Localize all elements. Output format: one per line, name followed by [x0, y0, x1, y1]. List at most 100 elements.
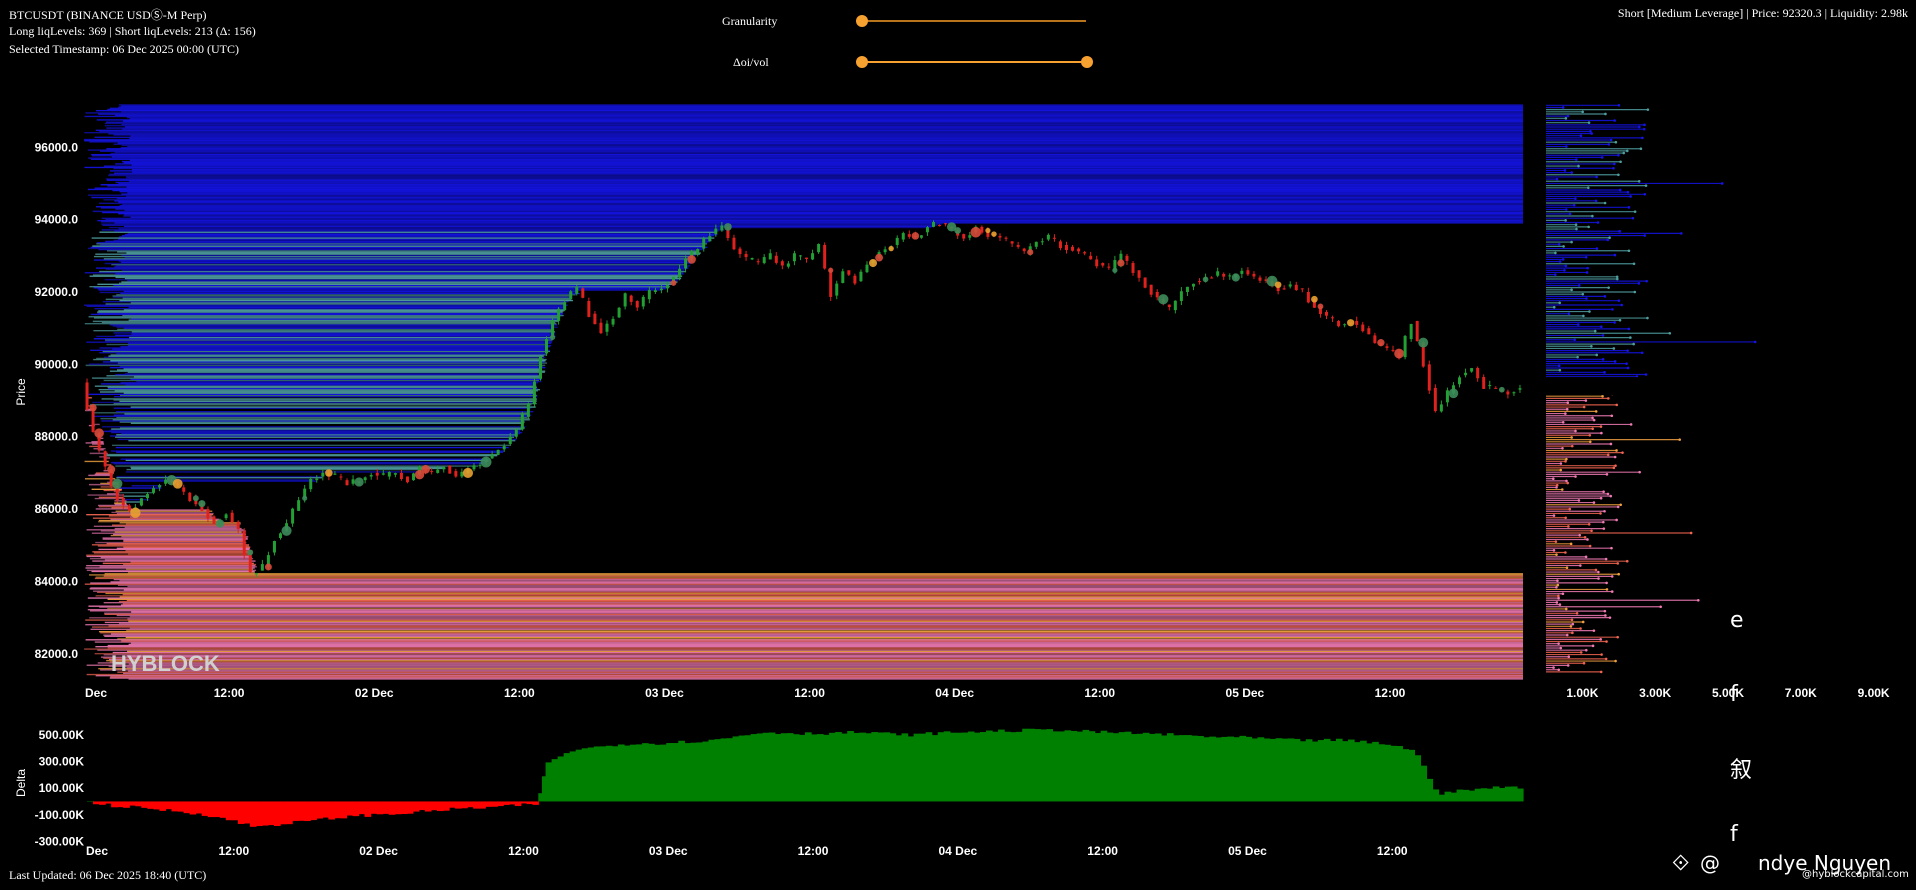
delta-bar: [1016, 731, 1023, 802]
liquidity-bar-end: [1570, 288, 1573, 292]
liquidity-bar-end: [1555, 601, 1559, 604]
delta-bar: [394, 801, 402, 815]
candle-body: [1427, 364, 1431, 391]
candle-body: [297, 500, 301, 511]
delta-bar: [129, 801, 136, 806]
delta-bar: [195, 801, 203, 814]
site-credit: @hyblockcapital.com: [1802, 869, 1909, 880]
delta-bar: [1160, 735, 1168, 802]
liquidity-bar-end: [1561, 592, 1565, 596]
liquidity-bar-end: [1618, 188, 1622, 192]
delta-bar: [1221, 736, 1228, 802]
granularity-slider-track[interactable]: [862, 20, 1086, 22]
candle-body: [97, 433, 101, 450]
liquidity-bar-end: [1625, 149, 1629, 153]
granularity-slider-handle[interactable]: [856, 15, 868, 27]
candle-body: [938, 225, 942, 227]
candle-body: [720, 225, 724, 231]
candle-body: [1458, 377, 1462, 385]
liquidity-bar-end: [1584, 648, 1588, 652]
time-tick-label: 12:00: [794, 686, 825, 700]
liquidity-bar-end: [1567, 525, 1570, 528]
liquidity-bar-end: [1629, 336, 1632, 339]
delta-bar: [1366, 743, 1373, 802]
liquidation-event-dot: [1231, 273, 1240, 282]
liquidity-bar-end: [1552, 514, 1556, 517]
candle-body: [448, 465, 452, 474]
candle-body: [1403, 335, 1407, 358]
delta-bar: [593, 746, 601, 802]
liquidity-bar-end: [1570, 240, 1573, 244]
candle-body: [1264, 279, 1268, 282]
liquidity-bar-end: [1601, 394, 1604, 398]
liquidity-bar-end: [1644, 184, 1648, 187]
candle-body: [696, 248, 700, 255]
delta-bar: [1142, 732, 1150, 802]
delta-bar: [623, 745, 631, 802]
liquidation-event-dot: [198, 500, 206, 508]
levels-summary: Long liqLevels: 369 | Short liqLevels: 2…: [9, 24, 256, 38]
liquidity-bar-end: [1564, 264, 1568, 268]
delta-bar: [805, 732, 812, 802]
liquidation-event-dot: [549, 334, 556, 340]
author-name: ndye Nguyen: [1758, 851, 1892, 875]
candle-body: [158, 485, 162, 488]
liquidity-bar-end: [1600, 156, 1604, 159]
liquidity-bar-end: [1613, 360, 1617, 363]
price-tick-label: 92000.0: [35, 285, 79, 299]
oivol-slider-handle-min[interactable]: [856, 56, 868, 68]
delta-bar: [581, 748, 589, 802]
candle-body: [1331, 317, 1335, 319]
delta-bar: [346, 801, 354, 816]
liquidity-bar-end: [1631, 216, 1635, 220]
candle-body: [756, 261, 760, 263]
delta-bar: [1305, 739, 1313, 802]
candle-body: [1445, 390, 1449, 403]
liquidation-event-dot: [991, 231, 997, 237]
delta-bar: [823, 734, 830, 802]
liquidity-bar-end: [1584, 255, 1588, 259]
liquidity-bar-end: [1582, 314, 1585, 318]
liquidity-bar-end: [1603, 371, 1606, 374]
delta-time-axis: Dec 12:00 02 Dec 12:00 03 Dec 12:00 04 Dec 12:0…: [86, 844, 1408, 858]
candle-body: [194, 498, 198, 505]
delta-bar: [1040, 729, 1047, 802]
liquidity-bar-end: [1599, 638, 1602, 641]
delta-bar: [1251, 738, 1259, 802]
delta-bar: [183, 801, 191, 814]
liquidity-bar-end: [1606, 397, 1610, 400]
candle-body: [1391, 349, 1395, 351]
candle-body: [768, 253, 772, 260]
delta-bar: [1269, 738, 1277, 802]
candle-body: [1361, 324, 1365, 332]
candle-body: [321, 472, 325, 477]
liquidation-event-dot: [911, 232, 920, 240]
delta-bar: [153, 801, 161, 810]
candle-body: [1107, 266, 1111, 268]
delta-bar: [726, 738, 734, 802]
liquidity-bar-end: [1561, 420, 1565, 424]
liquidity-bar-end: [1619, 160, 1622, 164]
time-tick-label: 05 Dec: [1226, 686, 1265, 700]
delta-bar: [177, 801, 185, 812]
oivol-slider-handle-max[interactable]: [1081, 56, 1093, 68]
liquidity-bar-end: [1604, 614, 1607, 617]
liquidity-bar-end: [1578, 533, 1581, 537]
delta-bar: [1432, 789, 1440, 802]
liquidity-bar-end: [1567, 655, 1571, 659]
candle-body: [1173, 300, 1177, 311]
liquidation-event-dot: [875, 253, 884, 262]
delta-bar: [992, 731, 999, 802]
candle-body: [1288, 284, 1292, 287]
liquidity-bar-end: [1589, 130, 1592, 133]
liquidity-bar-end: [1641, 136, 1644, 140]
delta-bar: [1088, 731, 1096, 802]
liquidity-bar-end: [1604, 657, 1608, 661]
delta-bar: [949, 732, 957, 802]
delta-bar: [1354, 742, 1361, 802]
liquidity-bar-end: [1617, 153, 1620, 157]
liquidation-event-dot: [1274, 281, 1282, 289]
liquidity-bar-end: [1575, 227, 1578, 231]
oivol-slider-range[interactable]: [862, 61, 1087, 63]
